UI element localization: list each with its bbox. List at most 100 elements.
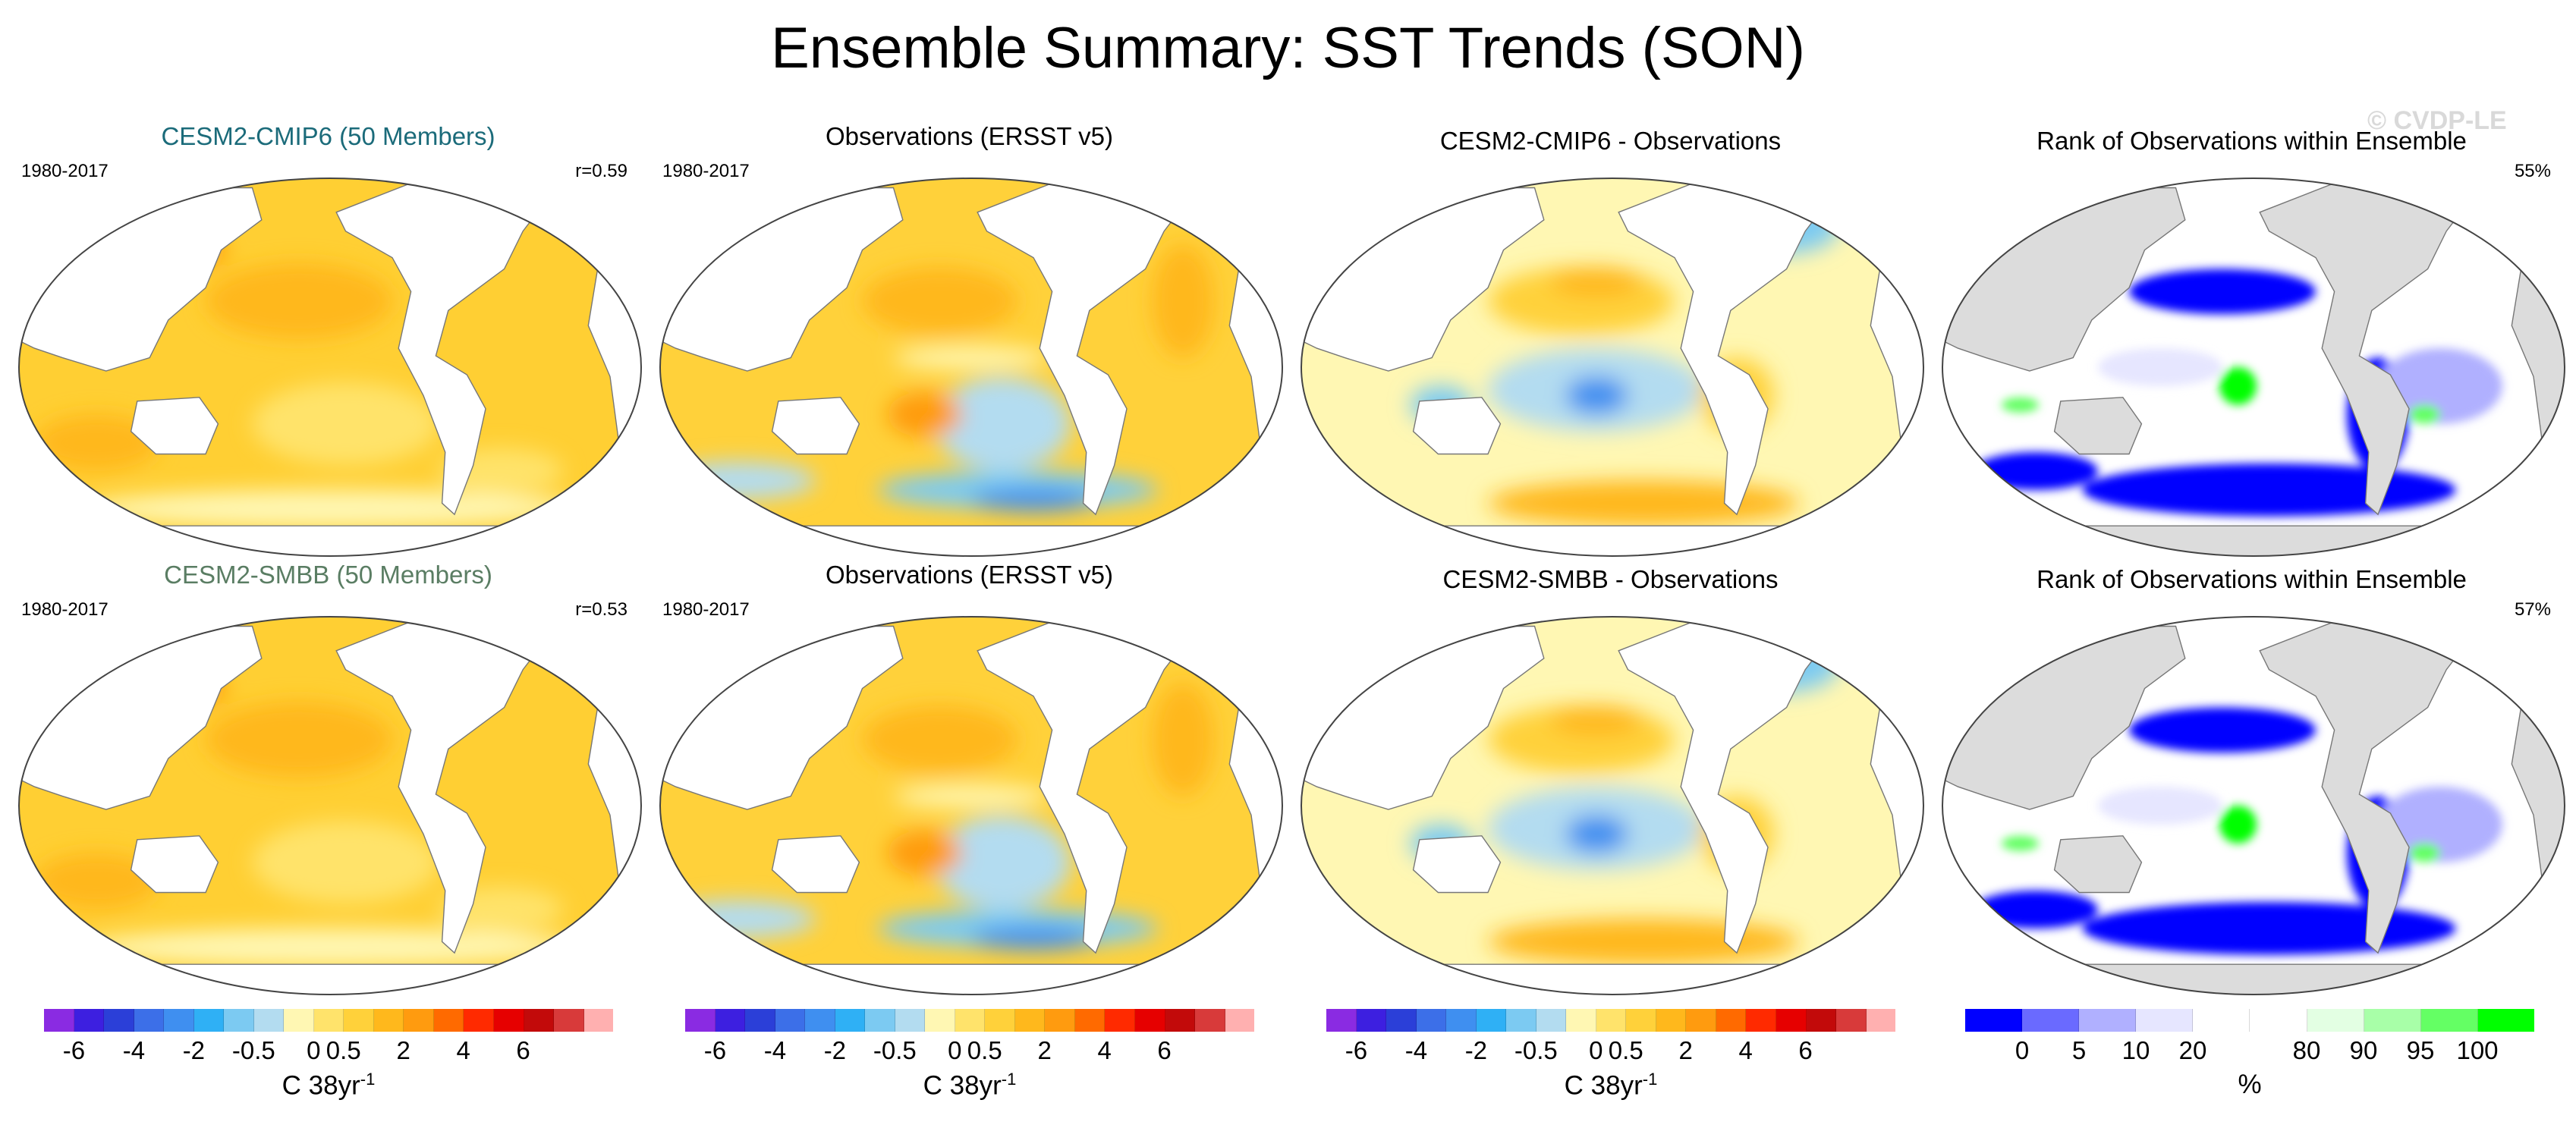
colorbar-swatch: [1965, 1009, 2023, 1032]
panel-correlation: r=0.59: [575, 161, 627, 181]
colorbar-swatch: [493, 1009, 524, 1032]
colorbar-tick-label: -4: [122, 1036, 146, 1064]
map-cmip6-trend: [15, 174, 645, 560]
panel-title: Observations (ERSST v5): [825, 122, 1114, 150]
panel-cmip6-rank: Rank of Observations within Ensemble 55%: [1931, 121, 2572, 560]
colorbar-swatch: [1446, 1009, 1477, 1032]
watermark-text: © CVDP-LE: [2367, 106, 2507, 135]
colorbar-swatch: [2477, 1009, 2534, 1032]
colorbar-swatch: [1656, 1009, 1687, 1032]
antarctica: [1301, 525, 1923, 556]
antarctica: [19, 963, 641, 995]
colorbar-swatch: [1476, 1009, 1507, 1032]
land-mass: [2259, 617, 2488, 954]
map-smbb-rank: [1939, 613, 2568, 998]
anomaly-patches: [1410, 196, 1840, 526]
anomaly-patch: [1550, 267, 1643, 297]
world-map: [1301, 178, 1924, 557]
colorbar-tick-label: 4: [1738, 1036, 1753, 1064]
colorbar-swatch: [1626, 1009, 1656, 1032]
panel-title: Rank of Observations within Ensemble: [2037, 127, 2467, 155]
colorbar-trend-3: -6 -4 -2 -0.5 0 0.5 2 4 6 C 38yr-1: [1326, 1009, 1896, 1123]
colorbar-tick-label: 0: [2015, 1036, 2030, 1064]
colorbar-swatch: [373, 1009, 404, 1032]
colorbar-tick-label: 4: [1097, 1036, 1112, 1064]
colorbar-swatch: [1014, 1009, 1046, 1032]
colorbar-swatch: [2022, 1009, 2080, 1032]
land-mass: [2445, 617, 2510, 667]
map-cmip6-rank: [1939, 174, 2568, 560]
colorbar-boxes: [1326, 1009, 1896, 1032]
anomaly-patch: [933, 815, 1071, 910]
colorbar-swatch: [253, 1009, 285, 1032]
land-mass: [1804, 617, 1869, 667]
panel-observations-ersst-2: Observations (ERSST v5) 1980-2017: [649, 560, 1290, 998]
map-border: [1942, 616, 2565, 995]
colorbar-tick-label: -0.5: [873, 1036, 917, 1064]
anomaly-patch: [2219, 367, 2257, 405]
panel-rank-percent: 57%: [2514, 599, 2551, 620]
colorbar-swatch: [1416, 1009, 1447, 1032]
land-mass: [1618, 617, 1847, 954]
colorbar-tick-label: 0: [1589, 1036, 1603, 1064]
colorbar-swatch: [1506, 1009, 1536, 1032]
anomaly-patch: [1488, 919, 1799, 965]
colorbar-tick-label: 5: [2071, 1036, 2087, 1064]
colorbar-swatch: [745, 1009, 775, 1032]
panel-cmip6-ensemble-mean: CESM2-CMIP6 (50 Members) 1980-2017 r=0.5…: [8, 121, 649, 560]
anomaly-patch: [862, 705, 1018, 774]
colorbar-tick-label: 0: [948, 1036, 962, 1064]
colorbar-swatch: [464, 1009, 494, 1032]
anomaly-patch: [1565, 815, 1628, 853]
anomaly-patch: [2082, 463, 2456, 517]
colorbar-swatch: [1836, 1009, 1867, 1032]
panel-correlation: r=0.53: [575, 599, 627, 620]
panel-years: 1980-2017: [21, 599, 109, 620]
anomaly-patch: [971, 488, 1096, 511]
land-mass: [130, 835, 219, 894]
colorbar-swatch: [2420, 1009, 2478, 1032]
colorbar-swatch: [985, 1009, 1015, 1032]
anomaly-patch: [1565, 376, 1628, 415]
colorbar-swatch: [1536, 1009, 1567, 1032]
colorbar-tick-label: 80: [2292, 1036, 2321, 1064]
anomaly-patch: [2082, 901, 2456, 955]
colorbar-tick-label: -6: [1345, 1036, 1368, 1064]
colorbar-swatch: [835, 1009, 866, 1032]
colorbar-swatch: [404, 1009, 434, 1032]
world-map: [18, 616, 642, 995]
colorbar-swatch: [1326, 1009, 1357, 1032]
antarctica: [19, 525, 641, 556]
map-field: [19, 178, 641, 556]
anomaly-patch: [893, 346, 1049, 369]
map-border: [659, 178, 1283, 557]
colorbar-swatch: [1356, 1009, 1387, 1032]
colorbar-swatch: [2364, 1009, 2421, 1032]
land-mass: [1412, 835, 1502, 894]
anomaly-patch: [2098, 348, 2222, 386]
land-mass: [2259, 178, 2488, 516]
panel-title: CESM2-CMIP6 - Observations: [1439, 127, 1782, 155]
map-border: [1301, 178, 1924, 557]
land-mass: [771, 397, 860, 455]
colorbar-swatch: [1596, 1009, 1627, 1032]
colorbar-swatch: [1195, 1009, 1225, 1032]
world-map: [18, 178, 642, 557]
map-border: [1301, 616, 1924, 995]
colorbar-tick-label: -0.5: [1514, 1036, 1558, 1064]
colorbar-swatch: [955, 1009, 986, 1032]
world-map: [1942, 178, 2565, 557]
colorbar-tick-label: -6: [62, 1036, 86, 1064]
map-field: [1942, 617, 2565, 995]
colorbar-rank: 0 5 10 20 80 90 95 100%: [1965, 1009, 2534, 1123]
world-map: [1942, 616, 2565, 995]
anomaly-patch: [1151, 683, 1214, 797]
colorbar-tick-label: 100: [2456, 1036, 2499, 1064]
colorbar-swatch: [1776, 1009, 1807, 1032]
land-mass: [1618, 178, 1847, 516]
colorbar-swatch: [775, 1009, 806, 1032]
panel-title: CESM2-CMIP6 (50 Members): [161, 122, 495, 150]
anomaly-patch: [971, 926, 1096, 950]
colorbar-swatch: [1165, 1009, 1196, 1032]
land-mass: [1804, 178, 1869, 228]
